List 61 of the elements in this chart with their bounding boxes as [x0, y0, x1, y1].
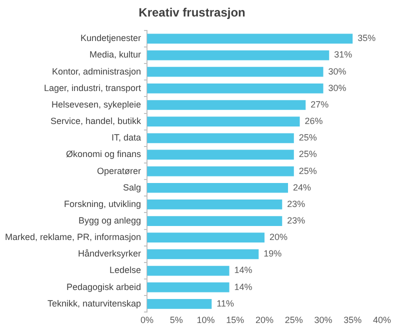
bar	[147, 150, 294, 160]
chart-title: Kreativ frustrasjon	[138, 6, 246, 20]
bar	[147, 50, 330, 60]
x-tick-label: 25%	[284, 315, 303, 326]
bar	[147, 83, 324, 94]
bar	[147, 182, 288, 193]
data-label: 30%	[328, 66, 346, 76]
y-tick-label: Teknikk, naturvitenskap	[48, 298, 142, 308]
bar	[147, 116, 300, 126]
data-label: 25%	[298, 166, 317, 176]
bar	[147, 282, 230, 292]
y-tick-label: Salg	[123, 182, 142, 192]
x-tick-label: 15%	[226, 315, 244, 326]
data-label: 14%	[234, 282, 252, 292]
x-tick-label: 40%	[372, 315, 392, 326]
y-tick-label: Kontor, administrasjon	[52, 66, 142, 76]
y-tick-label: Helsevesen, sykepleie	[51, 99, 142, 110]
data-label: 20%	[270, 232, 288, 242]
data-label: 23%	[287, 216, 306, 226]
y-tick-label: Media, kultur	[90, 50, 142, 60]
y-tick-label: Økonomi og finans	[66, 149, 142, 160]
data-label: 25%	[298, 149, 317, 160]
data-label: 11%	[216, 298, 234, 308]
x-tick-label: 0%	[140, 315, 154, 326]
y-tick-label: Marked, reklame, PR, informasjon	[5, 232, 142, 242]
bar	[147, 232, 265, 243]
data-label: 23%	[287, 198, 306, 209]
bar	[147, 249, 259, 260]
y-tick-label: Håndverksyrker	[78, 248, 142, 259]
y-tick-label: IT, data	[112, 132, 142, 143]
bar	[147, 133, 294, 144]
data-label: 14%	[234, 265, 252, 276]
y-tick-label: Forskning, utvikling	[64, 198, 142, 209]
y-tick-label: Service, handel, butikk	[50, 116, 142, 126]
bar	[147, 34, 353, 44]
data-label: 27%	[310, 99, 329, 110]
y-tick-label: Bygg og anlegg	[78, 216, 142, 226]
x-tick-label: 35%	[344, 315, 362, 326]
bar	[147, 100, 306, 110]
bar	[147, 166, 294, 176]
x-tick-label: 5%	[170, 315, 183, 326]
bar	[147, 216, 282, 226]
x-tick-label: 10%	[196, 315, 215, 326]
data-label: 25%	[298, 132, 317, 143]
y-tick-label: Pedagogisk arbeid	[66, 282, 142, 292]
y-tick-label: Lager, industri, transport	[44, 82, 142, 93]
data-label: 31%	[334, 50, 352, 60]
x-tick-label: 20%	[256, 315, 274, 326]
x-tick-label: 30%	[314, 315, 332, 326]
data-label: 24%	[293, 182, 312, 192]
bar	[147, 266, 230, 276]
data-label: 19%	[264, 248, 282, 259]
y-tick-label: Ledelse	[110, 265, 142, 276]
bar	[147, 66, 324, 77]
bar	[147, 298, 212, 309]
bar	[147, 200, 282, 210]
y-tick-label: Operatører	[97, 166, 142, 176]
data-label: 26%	[304, 116, 323, 126]
data-label: 30%	[328, 82, 346, 93]
data-label: 35%	[358, 33, 376, 44]
y-tick-label: Kundetjenester	[80, 33, 142, 44]
